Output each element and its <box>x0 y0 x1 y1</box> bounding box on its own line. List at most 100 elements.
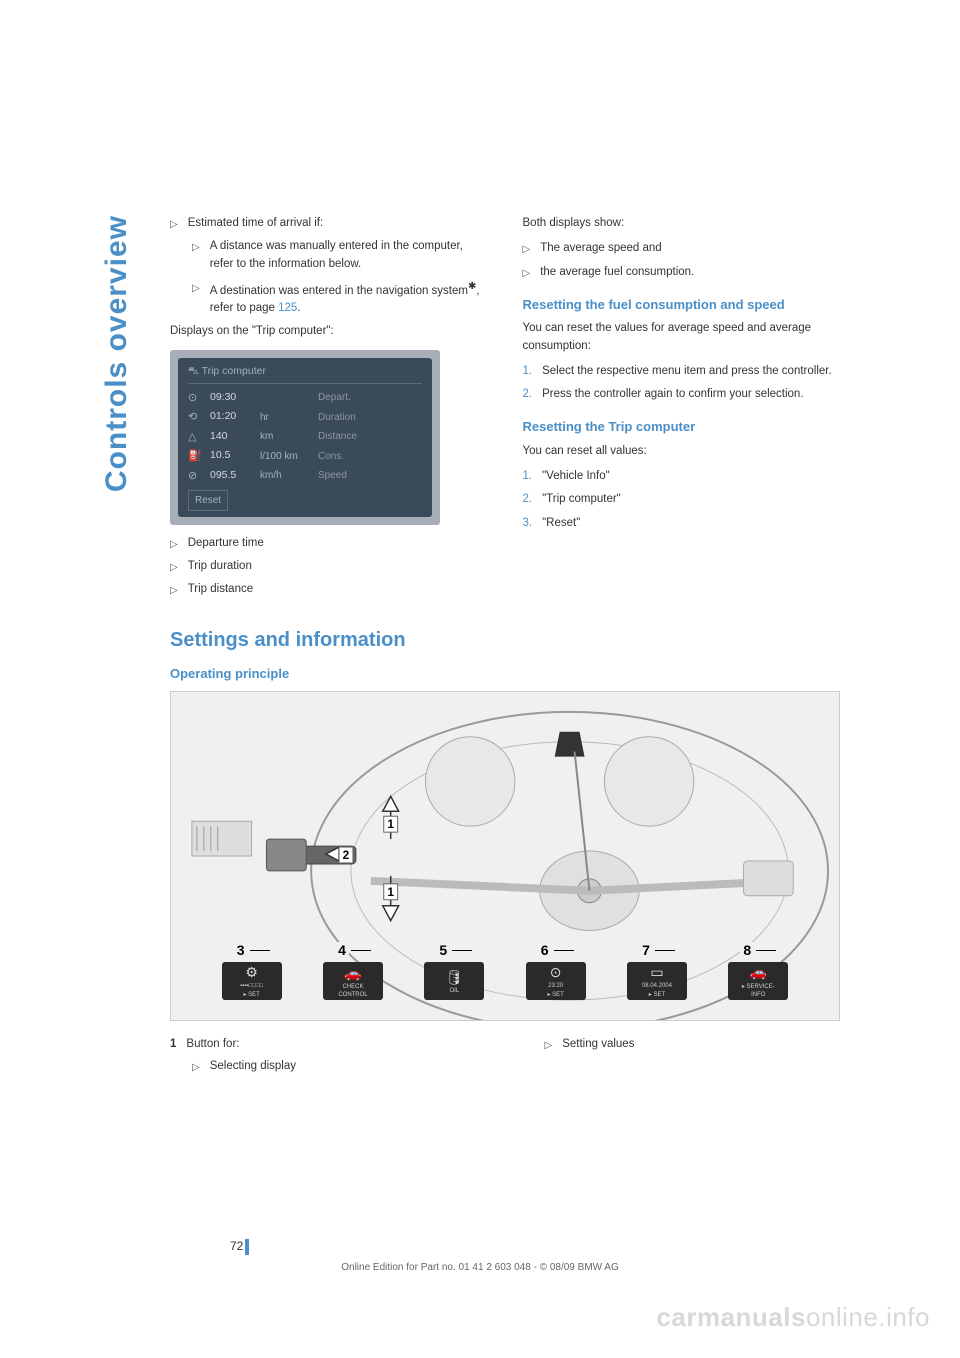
diagram-num-3: 3 <box>234 942 248 958</box>
trip-row-distance: △ 140 km Distance <box>188 427 422 447</box>
trip-row-speed: ⊘ 095.5 km/h Speed <box>188 466 422 486</box>
distance-icon: △ <box>188 429 202 446</box>
car-icon: 🚗 <box>344 965 361 982</box>
clock-icon: ⊙ <box>550 964 562 981</box>
step-select-menu: 1. Select the respective menu item and p… <box>523 363 841 380</box>
trip-header: ⛍ Trip computer <box>188 364 422 384</box>
icon-box-set: ⚙ ▪▪▪▪□□□□ ▸ SET <box>222 962 282 1000</box>
watermark: carmanualsonline.info <box>656 1302 930 1333</box>
diagram-num-5: 5 <box>436 942 450 958</box>
diagram-item-8: 8 🚗 ▸ SERVICE- INFO <box>728 942 788 1000</box>
triangle-marker-icon: ▷ <box>170 535 178 552</box>
bullet-estimated-arrival: ▷ Estimated time of arrival if: <box>170 215 488 232</box>
svg-text:1: 1 <box>387 885 394 899</box>
section-heading-settings: Settings and information <box>170 629 840 652</box>
sidebar-chapter-label: Controls overview <box>100 215 134 492</box>
item-1-button-for: 1 Button for: <box>170 1036 488 1053</box>
trip-row-duration: ⟲ 01:20 hr Duration <box>188 408 422 428</box>
trip-computer-screenshot: ⛍ Trip computer ⊙ 09:30 Depart. ⟲ 01:20 … <box>170 350 440 524</box>
svg-text:2: 2 <box>343 848 350 862</box>
steering-wheel-diagram: 1 2 1 3 ⚙ ▪▪▪▪□□□□ ▸ SET 4 <box>170 691 840 1021</box>
diagram-num-6: 6 <box>538 942 552 958</box>
diagram-bottom-labels: 3 ⚙ ▪▪▪▪□□□□ ▸ SET 4 🚗 CHECK CONTROL <box>171 942 839 1000</box>
trip-val-cons: 10.5 <box>210 448 252 464</box>
date-icon: ▭ <box>650 964 663 981</box>
para-both-displays: Both displays show: <box>523 215 841 232</box>
trip-row-cons: ⛽ 10.5 l/100 km Cons. <box>188 447 422 467</box>
car-icon: ⛍ <box>188 365 199 377</box>
bullet-trip-distance: ▷ Trip distance <box>170 581 488 598</box>
triangle-marker-icon: ▷ <box>170 581 178 598</box>
para-reset-all: You can reset all values: <box>523 443 841 460</box>
diagram-num-4: 4 <box>335 942 349 958</box>
trip-val-duration: 01:20 <box>210 409 252 425</box>
fuel-icon: ⛽ <box>188 448 202 465</box>
trip-label-duration: Duration <box>318 410 356 425</box>
step-number: 2. <box>523 386 533 403</box>
lower-right-column: ▷ Setting values <box>523 1036 841 1081</box>
trip-label-distance: Distance <box>318 429 357 444</box>
trip-val-speed: 095.5 <box>210 468 252 484</box>
triangle-marker-icon: ▷ <box>192 279 200 317</box>
bullet-avg-speed: ▷ The average speed and <box>523 240 841 257</box>
left-column: ▷ Estimated time of arrival if: ▷ A dist… <box>170 215 488 604</box>
diagram-item-7: 7 ▭ 08.04.2004 ▸ SET <box>627 942 687 1000</box>
trip-unit-duration: hr <box>260 410 310 425</box>
diagram-num-8: 8 <box>740 942 754 958</box>
subheading-operating: Operating principle <box>170 666 840 681</box>
subheading-reset-fuel: Resetting the fuel consumption and speed <box>523 295 841 315</box>
oil-icon: 🛢 <box>445 969 463 986</box>
speed-icon: ⊘ <box>188 468 202 485</box>
triangle-marker-icon: ▷ <box>170 215 178 232</box>
text-period: . <box>297 302 300 314</box>
triangle-marker-icon: ▷ <box>192 1058 200 1075</box>
svg-text:1: 1 <box>387 817 394 831</box>
bullet-setting-values: ▷ Setting values <box>545 1036 841 1053</box>
trip-label-cons: Cons. <box>318 449 344 464</box>
page-link-125[interactable]: 125 <box>278 302 297 314</box>
callout-1: 1 <box>170 1036 176 1053</box>
step-number: 2. <box>523 491 533 508</box>
trip-reset-button: Reset <box>188 490 228 511</box>
triangle-marker-icon: ▷ <box>192 238 200 273</box>
trip-label-speed: Speed <box>318 468 347 483</box>
page-number: 72 <box>230 1239 249 1255</box>
trip-unit-speed: km/h <box>260 468 310 483</box>
trip-unit-cons: l/100 km <box>260 449 310 464</box>
bullet-departure-time: ▷ Departure time <box>170 535 488 552</box>
step-reset: 3. "Reset" <box>523 515 841 532</box>
trip-val-distance: 140 <box>210 429 252 445</box>
bullet-trip-duration: ▷ Trip duration <box>170 558 488 575</box>
icon-box-check: 🚗 CHECK CONTROL <box>323 962 383 1000</box>
trip-label-depart: Depart. <box>318 390 351 405</box>
bullet-avg-fuel: ▷ the average fuel consumption. <box>523 264 841 281</box>
step-number: 1. <box>523 468 533 485</box>
step-trip-computer: 2. "Trip computer" <box>523 491 841 508</box>
icon-box-time: ⊙ 23:20 ▸ SET <box>526 962 586 1000</box>
diagram-item-3: 3 ⚙ ▪▪▪▪□□□□ ▸ SET <box>222 942 282 1000</box>
diagram-item-5: 5 🛢 OIL <box>424 942 484 1000</box>
step-press-confirm: 2. Press the controller again to confirm… <box>523 386 841 403</box>
triangle-marker-icon: ▷ <box>523 240 531 257</box>
trip-row-depart: ⊙ 09:30 Depart. <box>188 388 422 408</box>
trip-unit-distance: km <box>260 429 310 444</box>
step-vehicle-info: 1. "Vehicle Info" <box>523 468 841 485</box>
diagram-num-7: 7 <box>639 942 653 958</box>
diagram-item-4: 4 🚗 CHECK CONTROL <box>323 942 383 1000</box>
triangle-marker-icon: ▷ <box>545 1036 553 1053</box>
clock-icon: ⊙ <box>188 390 202 407</box>
duration-icon: ⟲ <box>188 409 202 426</box>
para-reset-values: You can reset the values for average spe… <box>523 320 841 355</box>
footer-text: Online Edition for Part no. 01 41 2 603 … <box>0 1262 960 1273</box>
bullet-distance-manual: ▷ A distance was manually entered in the… <box>192 238 488 273</box>
bullet-destination-nav: ▷ A destination was entered in the navig… <box>192 279 488 317</box>
icon-box-date: ▭ 08.04.2004 ▸ SET <box>627 962 687 1000</box>
para-displays-trip: Displays on the "Trip computer": <box>170 323 488 340</box>
lower-left-column: 1 Button for: ▷ Selecting display <box>170 1036 488 1081</box>
right-column: Both displays show: ▷ The average speed … <box>523 215 841 604</box>
step-number: 3. <box>523 515 533 532</box>
diagram-item-6: 6 ⊙ 23:20 ▸ SET <box>526 942 586 1000</box>
step-number: 1. <box>523 363 533 380</box>
subheading-reset-trip: Resetting the Trip computer <box>523 417 841 437</box>
text-nav-system: A destination was entered in the navigat… <box>210 285 468 297</box>
